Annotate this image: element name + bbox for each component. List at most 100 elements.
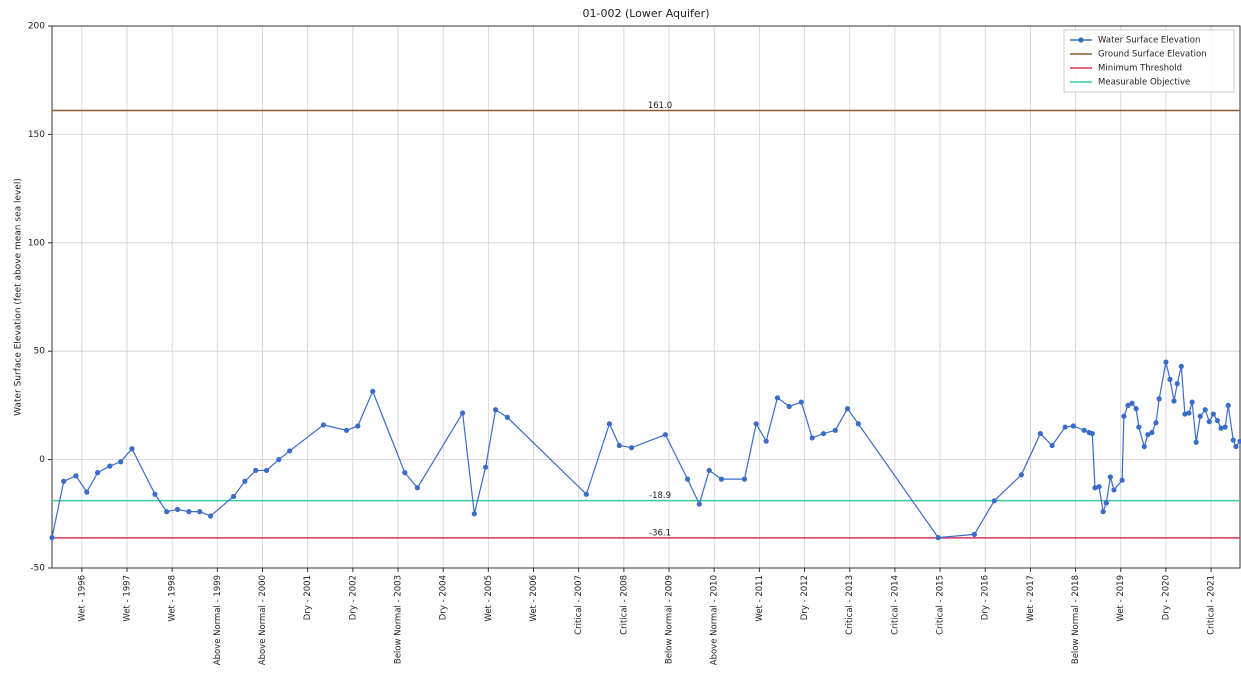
data-point	[355, 423, 361, 429]
data-point	[583, 491, 589, 497]
data-point	[1121, 413, 1127, 419]
data-point	[1237, 438, 1241, 444]
data-point	[1222, 424, 1228, 430]
data-point	[1197, 413, 1203, 419]
data-point	[1141, 443, 1147, 450]
data-point	[1206, 419, 1212, 425]
data-point	[1210, 411, 1216, 417]
data-point	[1037, 430, 1043, 437]
data-point	[1225, 402, 1231, 408]
data-point	[1163, 359, 1169, 365]
data-point	[1193, 439, 1199, 445]
data-point	[809, 435, 815, 441]
data-point	[832, 427, 838, 433]
reference-label: -36.1	[649, 528, 671, 538]
x-tick-label: Wet - 2019	[1116, 575, 1126, 622]
data-point	[1167, 376, 1173, 382]
x-tick-label: Dry - 2016	[981, 575, 991, 620]
data-point	[1081, 427, 1087, 433]
data-point	[1119, 477, 1125, 483]
data-point	[935, 535, 941, 541]
data-point	[1182, 411, 1188, 417]
x-tick-label: Critical - 2015	[936, 575, 946, 635]
series-line	[51, 361, 1241, 539]
data-point	[471, 511, 477, 517]
data-point	[174, 506, 181, 513]
data-point	[1230, 437, 1236, 443]
data-point	[774, 395, 781, 401]
data-point	[786, 403, 792, 410]
x-tick-label: Wet - 2011	[755, 575, 765, 622]
y-tick-label: 150	[28, 130, 45, 140]
x-tick-label: Above Normal - 2010	[710, 575, 720, 665]
data-point	[1153, 420, 1159, 426]
data-point	[1174, 381, 1180, 387]
x-tick-label: Below Normal - 2018	[1071, 575, 1081, 664]
x-tick-label: Dry - 2004	[439, 575, 449, 620]
chart-title: 01-002 (Lower Aquifer)	[583, 7, 710, 20]
data-point	[1129, 400, 1135, 406]
data-point	[402, 470, 408, 476]
data-point	[129, 446, 135, 452]
y-tick-label: 50	[34, 347, 46, 357]
y-tick-label: -50	[30, 564, 45, 574]
data-point	[186, 509, 192, 515]
data-point	[414, 485, 421, 491]
data-point	[49, 535, 55, 541]
data-point	[1133, 406, 1139, 412]
legend-label: Water Surface Elevation	[1098, 36, 1200, 46]
data-point	[263, 467, 270, 474]
data-point	[798, 399, 804, 405]
data-point	[1096, 484, 1102, 490]
data-point	[696, 501, 702, 507]
data-point	[606, 421, 613, 427]
data-point	[1189, 399, 1195, 405]
plot-frame	[51, 25, 1241, 569]
data-point	[460, 410, 466, 416]
data-point	[1092, 485, 1098, 491]
reference-label: -18.9	[649, 491, 671, 501]
data-point	[753, 421, 759, 427]
data-point	[684, 476, 691, 482]
data-point	[504, 414, 510, 420]
data-point	[61, 478, 67, 484]
data-point	[1125, 402, 1131, 408]
data-point	[706, 467, 712, 474]
data-point	[1171, 398, 1177, 404]
legend-label: Ground Surface Elevation	[1098, 50, 1207, 60]
data-point	[1145, 432, 1151, 438]
data-point	[343, 427, 350, 433]
data-point	[718, 476, 725, 482]
x-tick-label: Critical - 2014	[890, 575, 900, 635]
data-point	[1103, 500, 1109, 506]
x-tick-label: Above Normal - 1999	[213, 575, 223, 665]
data-point	[95, 470, 101, 476]
data-point	[1186, 410, 1192, 416]
data-point	[844, 406, 851, 412]
x-tick-label: Wet - 2005	[484, 575, 494, 622]
data-point	[1218, 425, 1224, 431]
data-point	[1156, 396, 1162, 402]
x-tick-label: Wet - 2006	[529, 575, 539, 622]
data-point	[1136, 424, 1142, 430]
data-point	[1062, 424, 1068, 430]
data-point	[107, 463, 113, 469]
data-point	[118, 459, 124, 465]
data-point	[276, 457, 282, 463]
data-point	[855, 421, 861, 427]
data-point	[1149, 429, 1155, 436]
data-point	[207, 513, 214, 519]
data-point	[483, 464, 489, 470]
data-point	[1178, 363, 1184, 369]
data-point	[662, 432, 669, 438]
x-tick-label: Critical - 2007	[574, 575, 584, 635]
data-point	[242, 478, 248, 484]
x-tick-label: Dry - 2002	[348, 575, 358, 620]
data-point	[73, 473, 79, 479]
data-point	[628, 445, 635, 451]
data-point	[287, 448, 293, 454]
data-point	[197, 509, 203, 515]
x-tick-label: Critical - 2013	[845, 575, 855, 635]
data-point	[1049, 442, 1055, 449]
